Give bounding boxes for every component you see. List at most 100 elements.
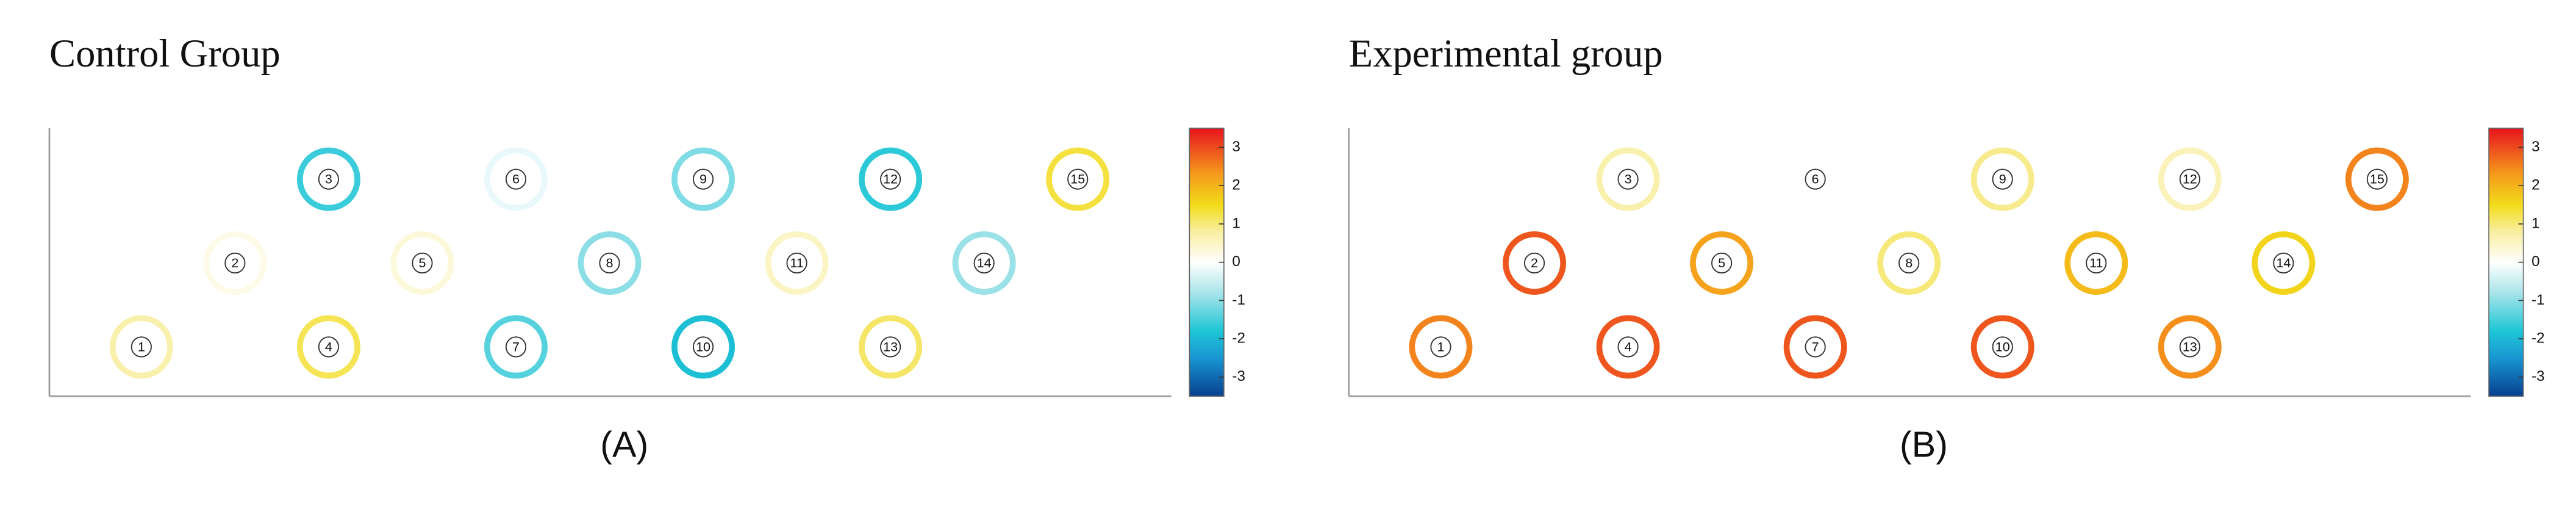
channel-marker [2179,168,2200,190]
channel-marker [880,168,901,190]
channel-ring [1877,231,1941,295]
channel-label: 12 [883,172,898,187]
colorbar-tick-label: 2 [1232,177,1240,193]
channel-label: 10 [696,339,710,354]
channel-label: 1 [1437,339,1445,354]
colorbar [1189,128,1225,397]
channel-marker [880,336,901,358]
panel-label: (B) [1900,424,1948,464]
channel-label: 2 [1531,256,1538,270]
channel-marker [2179,336,2200,358]
channel-label: 15 [1070,172,1085,187]
colorbar-tick-label: -2 [2531,330,2545,346]
channel-label: 11 [2089,256,2103,270]
channel-marker [1067,168,1089,190]
channel-ring [1783,147,1847,211]
channel-label: 13 [883,339,898,354]
channel-marker [692,336,714,358]
colorbar-tick-label: 0 [2531,253,2539,270]
channel-label: 5 [418,256,426,270]
channel-label: 3 [1625,172,1632,187]
channel-marker [1711,252,1733,274]
channel-label: 10 [1995,339,2010,354]
channel-marker [1430,336,1451,358]
channel-marker [2086,252,2107,274]
channel-label: 4 [1625,339,1632,354]
channel-ring [296,147,360,211]
channel-marker [505,168,527,190]
channel-ring [1596,315,1660,379]
channel-label: 12 [2183,172,2197,187]
colorbar [2488,128,2524,397]
channel-ring [1046,147,1110,211]
channel-ring [2064,231,2128,295]
channel-label: 6 [512,172,520,187]
colorbar-tick-label: -3 [2531,368,2545,385]
panel-label: (A) [600,424,648,464]
channel-marker [786,252,807,274]
channel-marker [692,168,714,190]
colorbar-tick-label: -3 [1232,368,1245,385]
channel-ring [1409,315,1473,379]
channel-ring [952,231,1016,295]
channel-label: 11 [790,256,803,270]
channel-ring [1690,231,1754,295]
channel-label: 9 [699,172,707,187]
channel-label: 6 [1812,172,1819,187]
colorbar-tick-label: 1 [2531,215,2539,231]
channel-label: 14 [977,256,992,270]
channel-marker [1523,252,1545,274]
channel-label: 9 [1999,172,2006,187]
channel-marker [131,336,152,358]
colorbar-tick-label: 1 [1232,215,1240,231]
channel-ring [1503,231,1567,295]
channel-label: 15 [2370,172,2385,187]
channel-marker [1617,168,1639,190]
colorbar-tick-label: -2 [1232,330,1245,346]
channel-label: 4 [325,339,332,354]
channel-label: 3 [325,172,332,187]
channel-ring [2252,231,2316,295]
channel-label: 5 [1718,256,1725,270]
channel-ring [390,231,454,295]
channel-ring [765,231,829,295]
channel-marker [1805,336,1826,358]
channel-ring [1783,315,1847,379]
channel-label: 1 [138,339,145,354]
channel-label: 7 [1812,339,1819,354]
channel-ring [484,147,548,211]
colorbar-tick-label: 0 [1232,253,1240,270]
channel-marker [1992,336,2013,358]
channel-ring [671,147,735,211]
channel-ring [1970,315,2034,379]
panel-title: Experimental group [1349,31,1663,75]
channel-marker [505,336,527,358]
colorbar-tick-label: 3 [1232,139,1240,155]
channel-ring [671,315,735,379]
channel-ring [484,315,548,379]
channel-ring [1970,147,2034,211]
channel-ring [859,147,923,211]
channel-ring [296,315,360,379]
channel-ring [859,315,923,379]
colorbar-tick-label: -1 [2531,292,2545,308]
colorbar-tick-label: 2 [2531,177,2539,193]
channel-marker [1992,168,2013,190]
channel-ring [2158,315,2222,379]
channel-label: 13 [2183,339,2197,354]
channel-marker [1898,252,1920,274]
channel-ring [203,231,267,295]
channel-marker [2273,252,2294,274]
channel-marker [412,252,433,274]
channel-marker [599,252,620,274]
channel-label: 2 [231,256,238,270]
channel-marker [973,252,995,274]
channel-ring [1596,147,1660,211]
channel-label: 7 [512,339,520,354]
channel-ring [2345,147,2409,211]
channel-label: 8 [606,256,614,270]
channel-marker [318,168,340,190]
channel-marker [1617,336,1639,358]
panel-title: Control Group [49,31,281,75]
